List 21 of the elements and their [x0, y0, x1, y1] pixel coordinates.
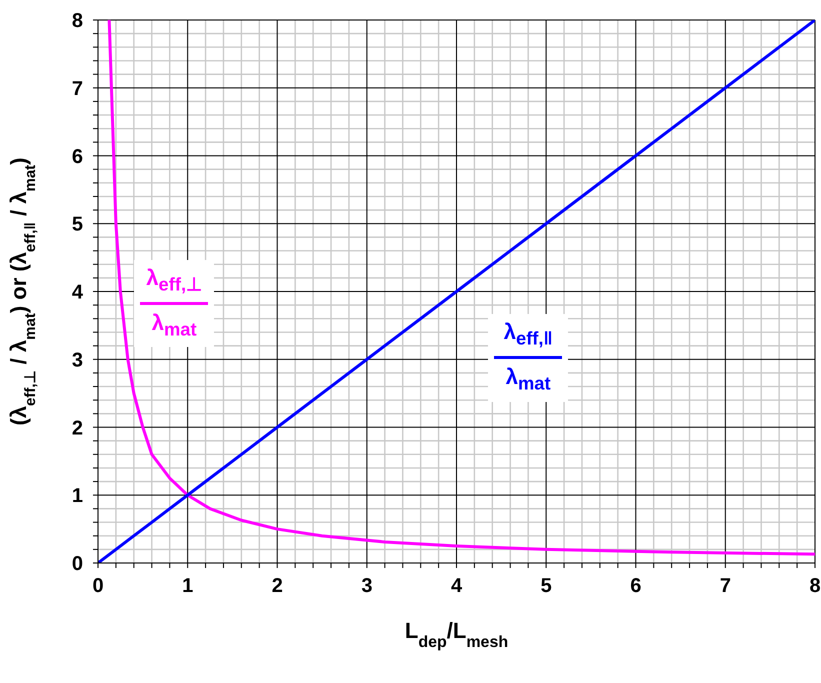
y-tick-label: 2	[72, 417, 83, 440]
x-axis-title: L$_{dep}$/L$_{mesh}$	[404, 618, 508, 650]
y-tick-label: 4	[72, 282, 84, 304]
x-tick-label: 0	[92, 575, 104, 597]
y-tick-label: 3	[72, 349, 83, 372]
x-tick-label: 7	[720, 575, 731, 597]
x-tick-label: 2	[272, 575, 283, 597]
text: λ$_{eff,‖}$ λ$_{mat}$	[488, 314, 568, 402]
x-tick-label: 1	[182, 575, 194, 597]
x-tick-label: 8	[809, 575, 821, 597]
y-tick-label: 7	[72, 78, 83, 100]
x-tick-label: 5	[540, 575, 552, 597]
x-tick-label: 3	[361, 575, 372, 597]
y-tick-label: 8	[72, 10, 83, 32]
x-tick-label: 6	[630, 575, 642, 597]
y-tick-label: 5	[72, 214, 83, 236]
y-tick-label: 6	[72, 146, 83, 168]
x-tick-label: 4	[450, 575, 463, 597]
series-label: λ$_{eff,⊥}$ λ$_{mat}$	[134, 260, 214, 348]
y-tick-label: 1	[72, 485, 83, 508]
y-tick-label: 0	[72, 553, 83, 575]
